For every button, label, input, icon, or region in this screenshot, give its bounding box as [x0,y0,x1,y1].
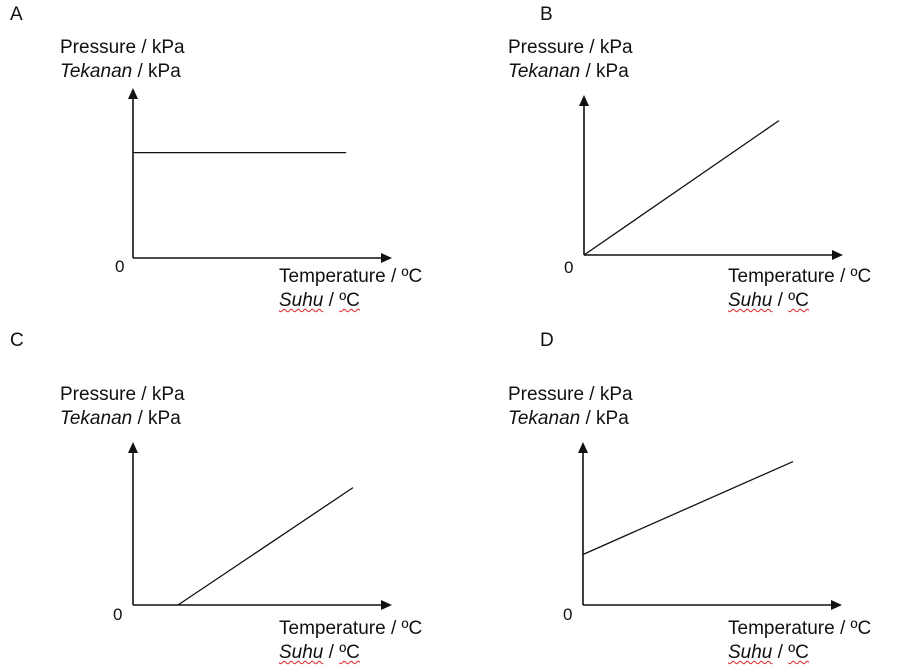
x-axis-label-malay-sep: / [323,642,340,663]
x-axis-label-malay-sep: / [772,290,789,311]
y-axis-label-malay-unit: / kPa [132,408,181,429]
graph-panel-c: C Pressure / kPa Tekanan / kPa 0 Tempera… [0,330,450,666]
graph-plot [578,442,842,610]
y-axis-label: Pressure / kPa Tekanan / kPa [508,36,633,84]
graph-plot [128,442,392,610]
pressure-temperature-line [583,120,780,256]
y-axis-label-malay-word: Tekanan [508,61,581,82]
x-axis-label-malay-word: Suhu [279,290,324,311]
y-axis-arrowhead [128,442,138,453]
y-axis-label-malay: Tekanan / kPa [508,407,633,431]
x-axis-arrowhead [832,250,843,260]
y-axis-label: Pressure / kPa Tekanan / kPa [60,383,185,431]
graph-panel-a: A Pressure / kPa Tekanan / kPa 0 Tempera… [0,0,450,333]
x-axis-label: Temperature / ºC Suhu / ºC [728,265,871,313]
graph-plot [128,88,392,263]
x-axis-label-malay-unit: ºC [339,290,360,311]
x-axis-label-malay-word: Suhu [728,290,773,311]
x-axis-label-malay-unit: ºC [788,642,809,663]
y-axis-label-malay-unit: / kPa [580,61,629,82]
origin-label: 0 [563,605,573,624]
graph-panel-b: B Pressure / kPa Tekanan / kPa 0 Tempera… [450,0,900,333]
graph-panel-d: D Pressure / kPa Tekanan / kPa 0 Tempera… [450,330,900,666]
x-axis-label-malay: Suhu / ºC [279,289,422,313]
y-axis-label-malay: Tekanan / kPa [60,60,185,84]
pressure-temperature-line [582,460,794,556]
y-axis-arrowhead [128,88,138,99]
y-axis-label-english: Pressure / kPa [60,37,185,58]
y-axis-label-english: Pressure / kPa [508,37,633,58]
option-label: D [540,330,554,351]
x-axis-label-malay: Suhu / ºC [279,641,422,665]
x-axis-label-malay-unit: ºC [788,290,809,311]
x-axis-label-english: Temperature / ºC [279,266,423,287]
x-axis-arrowhead [831,600,842,610]
y-axis-label: Pressure / kPa Tekanan / kPa [508,383,633,431]
x-axis-label: Temperature / ºC Suhu / ºC [728,617,871,665]
x-axis-label-english: Temperature / ºC [728,266,872,287]
y-axis-label-malay-unit: / kPa [132,61,181,82]
x-axis-arrowhead [381,253,392,263]
x-axis-arrowhead [381,600,392,610]
y-axis-label-malay: Tekanan / kPa [60,407,185,431]
x-axis-label-english: Temperature / ºC [279,618,423,639]
x-axis-label-malay: Suhu / ºC [728,641,871,665]
y-axis-label-malay-unit: / kPa [580,408,629,429]
pressure-temperature-line [177,487,354,606]
x-axis-label: Temperature / ºC Suhu / ºC [279,265,422,313]
x-axis-label-malay-sep: / [323,290,340,311]
option-label: C [10,330,24,351]
x-axis-label-malay-sep: / [772,642,789,663]
x-axis-label-english: Temperature / ºC [728,618,872,639]
origin-label: 0 [564,258,574,277]
y-axis-label-malay-word: Tekanan [60,408,133,429]
origin-label: 0 [113,605,123,624]
y-axis-arrowhead [578,442,588,453]
y-axis-label-malay: Tekanan / kPa [508,60,633,84]
x-axis-label-malay-word: Suhu [728,642,773,663]
y-axis-label: Pressure / kPa Tekanan / kPa [60,36,185,84]
y-axis-arrowhead [579,95,589,106]
graph-plot [579,95,843,260]
origin-label: 0 [115,257,125,276]
option-label: B [540,4,553,25]
x-axis-label-malay-unit: ºC [339,642,360,663]
option-label: A [10,4,23,25]
y-axis-label-malay-word: Tekanan [508,408,581,429]
x-axis-label-malay-word: Suhu [279,642,324,663]
x-axis-label: Temperature / ºC Suhu / ºC [279,617,422,665]
x-axis-label-malay: Suhu / ºC [728,289,871,313]
y-axis-label-english: Pressure / kPa [60,384,185,405]
y-axis-label-english: Pressure / kPa [508,384,633,405]
y-axis-label-malay-word: Tekanan [60,61,133,82]
